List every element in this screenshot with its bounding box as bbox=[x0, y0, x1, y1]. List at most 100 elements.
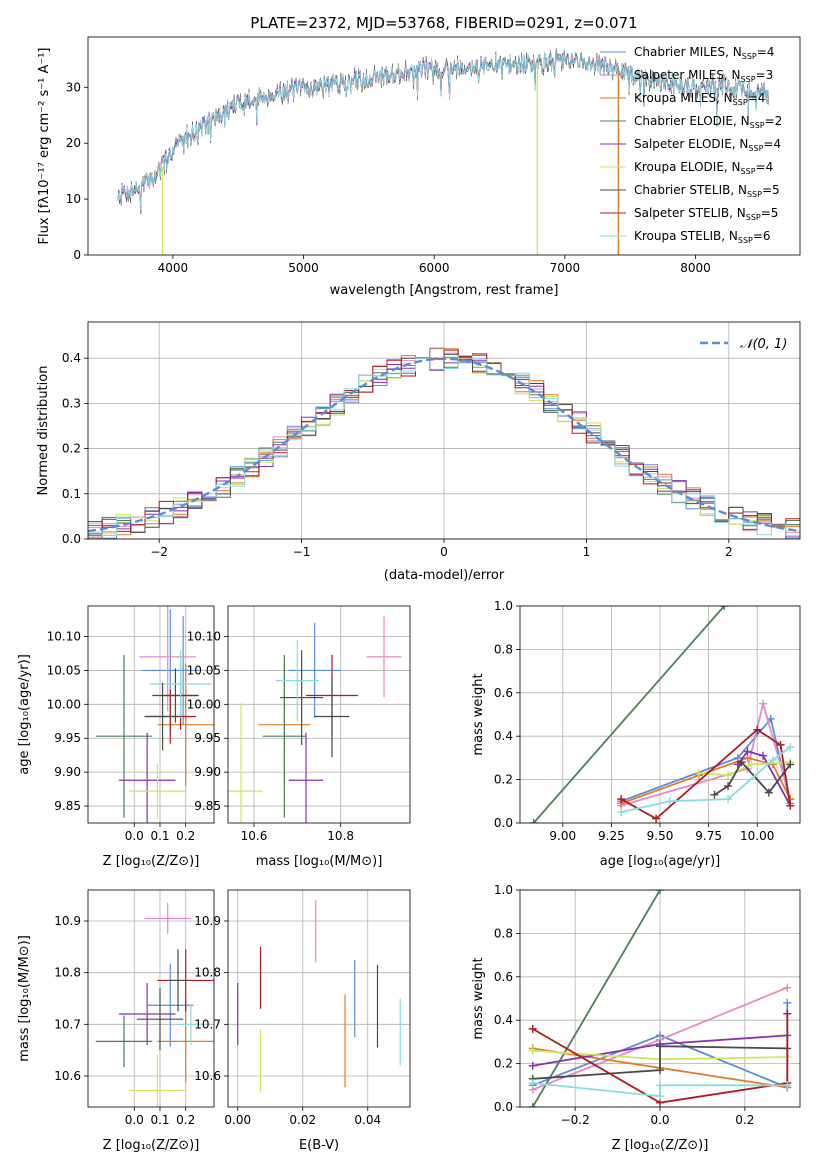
series-marker bbox=[528, 1046, 537, 1055]
series-marker bbox=[617, 795, 626, 804]
y-tick-label: 0.4 bbox=[494, 729, 513, 743]
series-marker bbox=[529, 819, 538, 823]
legend-entry: Chabrier MILES, NSSP=4 bbox=[634, 45, 774, 61]
series-marker bbox=[656, 1081, 664, 1090]
plot-area-residuals bbox=[88, 347, 800, 539]
y-tick-label: 10.05 bbox=[47, 663, 81, 677]
series-marker bbox=[528, 1079, 537, 1088]
legend-entry: Kroupa STELIB, NSSP=6 bbox=[634, 229, 771, 245]
series-line-chabrier_stelib bbox=[532, 1045, 788, 1080]
series-marker bbox=[786, 760, 795, 769]
series-marker bbox=[656, 890, 664, 894]
y-axis-label: mass weight bbox=[471, 673, 486, 755]
x-tick-label: 0.2 bbox=[176, 829, 195, 843]
series-marker bbox=[528, 1024, 537, 1033]
y-tick-label: 10.8 bbox=[54, 966, 81, 980]
series-line-salpeter_stelib bbox=[532, 1013, 789, 1104]
series-marker bbox=[783, 1081, 792, 1090]
y-tick-label: 0 bbox=[73, 248, 81, 262]
y-tick-label: 10.6 bbox=[194, 1069, 221, 1083]
series-marker bbox=[759, 751, 768, 760]
series-marker bbox=[710, 790, 719, 799]
axes-frame bbox=[87, 36, 801, 256]
y-tick-label: 9.95 bbox=[54, 731, 81, 745]
y-tick-label: 10.05 bbox=[187, 663, 221, 677]
x-tick-label: 7000 bbox=[550, 261, 581, 275]
y-tick-label: 10.9 bbox=[54, 914, 81, 928]
series-marker bbox=[783, 983, 792, 992]
x-tick-label: −0.2 bbox=[561, 1113, 590, 1127]
series-marker bbox=[783, 1009, 792, 1018]
x-tick-label: 0.2 bbox=[176, 1113, 195, 1127]
x-tick-label: 0.1 bbox=[150, 1113, 169, 1127]
series-line-kroupa_elodie bbox=[698, 761, 791, 777]
x-axis-label: Z [log₁₀(Z/Z⊙)] bbox=[103, 854, 200, 869]
series-marker bbox=[724, 795, 733, 804]
y-tick-label: 0.2 bbox=[62, 442, 81, 456]
x-tick-label: 0.2 bbox=[735, 1113, 754, 1127]
y-tick-label: 0.0 bbox=[62, 532, 81, 546]
series-marker bbox=[720, 606, 729, 610]
y-tick-label: 9.85 bbox=[54, 799, 81, 813]
x-tick-label: 10.6 bbox=[241, 829, 268, 843]
plot-area-mass_vs_ebv bbox=[237, 900, 401, 1092]
series-line-salpeter_miles bbox=[620, 700, 792, 807]
y-tick-label: 0.1 bbox=[62, 487, 81, 501]
y-tick-label: 1.0 bbox=[494, 599, 513, 613]
legend: Chabrier MILES, NSSP=4 Salpeter MILES, NS… bbox=[600, 45, 782, 245]
y-tick-label: 0.6 bbox=[494, 686, 513, 700]
x-tick-label: 10.8 bbox=[327, 829, 354, 843]
legend-entry: Salpeter MILES, NSSP=3 bbox=[634, 68, 773, 84]
x-tick-label: 2 bbox=[725, 545, 733, 559]
x-tick-label: 1 bbox=[583, 545, 591, 559]
series-marker bbox=[786, 743, 795, 752]
y-tick-label: 0.8 bbox=[494, 642, 513, 656]
series-line-chabrier_elodie bbox=[532, 606, 725, 823]
series-marker bbox=[724, 771, 733, 780]
plot-area-massweight_vs_age bbox=[529, 606, 795, 823]
axes-frame bbox=[227, 889, 411, 1108]
legend-entry: Salpeter ELODIE, NSSP=4 bbox=[634, 137, 781, 153]
series-marker bbox=[783, 998, 792, 1007]
series-marker bbox=[759, 699, 768, 708]
y-tick-label: 0.4 bbox=[62, 351, 81, 365]
x-axis-label: wavelength [Angstrom, rest frame] bbox=[330, 283, 559, 298]
axes-frame bbox=[87, 321, 801, 540]
y-axis-label: Flux [fλ10⁻¹⁷ erg cm⁻² s⁻¹ A⁻¹] bbox=[37, 48, 52, 245]
x-tick-label: −1 bbox=[293, 545, 311, 559]
series-marker bbox=[694, 769, 703, 778]
axes-frame bbox=[227, 605, 411, 824]
y-tick-label: 10.00 bbox=[47, 697, 81, 711]
y-tick-label: 10.10 bbox=[187, 630, 221, 644]
x-tick-label: 0.1 bbox=[150, 829, 169, 843]
spectrum-line-kroupa_stelib bbox=[117, 52, 769, 212]
y-tick-label: 10.6 bbox=[54, 1069, 81, 1083]
plot-area-age_vs_Z bbox=[95, 606, 214, 823]
y-tick-label: 10.9 bbox=[194, 914, 221, 928]
x-tick-label: 10.00 bbox=[740, 829, 774, 843]
x-tick-label: 4000 bbox=[158, 261, 189, 275]
x-axis-label: Z [log₁₀(Z/Z⊙)] bbox=[103, 1138, 200, 1153]
y-tick-label: 10 bbox=[66, 192, 81, 206]
y-tick-label: 10.8 bbox=[194, 966, 221, 980]
y-axis-label: age [log₁₀(age/yr)] bbox=[17, 654, 32, 775]
x-axis-label: age [log₁₀(age/yr)] bbox=[600, 854, 721, 869]
legend-entry: Kroupa MILES, NSSP=4 bbox=[634, 91, 765, 107]
gaussian-curve bbox=[88, 357, 800, 533]
axes-massweight_vs_Z: −0.2 0.0 0.2 0.0 0.2 0.4 0.6 0.8 1.0 Z [log₁₀(Z/Z… bbox=[471, 883, 801, 1153]
x-tick-label: 8000 bbox=[680, 261, 711, 275]
y-tick-label: 0.0 bbox=[494, 816, 513, 830]
x-tick-label: 9.00 bbox=[549, 829, 576, 843]
x-tick-label: 0.0 bbox=[125, 1113, 144, 1127]
x-tick-label: 0.00 bbox=[224, 1113, 251, 1127]
y-axis-label: Normed distribution bbox=[36, 366, 51, 496]
y-tick-label: 9.95 bbox=[194, 731, 221, 745]
y-tick-label: 10.7 bbox=[194, 1017, 221, 1031]
axes-age_vs_Z: 0.0 0.1 0.2 9.85 9.90 9.95 10.00 10.05 10.10 Z [l… bbox=[17, 605, 215, 869]
series-marker bbox=[617, 808, 626, 817]
x-tick-label: 9.75 bbox=[695, 829, 722, 843]
chart-title: PLATE=2372, MJD=53768, FIBERID=0291, z=0… bbox=[250, 14, 637, 32]
y-tick-label: 10.10 bbox=[47, 630, 81, 644]
x-tick-label: 9.25 bbox=[598, 829, 625, 843]
